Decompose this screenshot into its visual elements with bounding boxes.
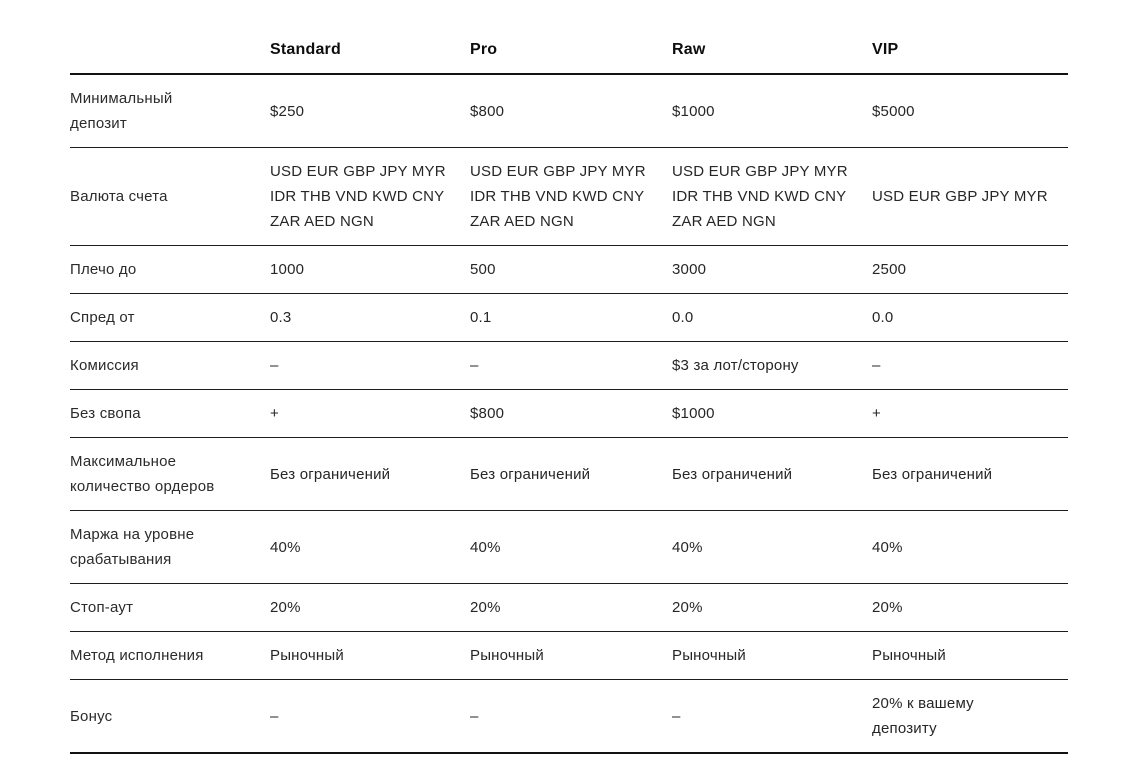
column-header-pro: Pro — [470, 41, 498, 58]
table-row-swap-free: Без свопа + $800 $1000 + — [70, 390, 1068, 438]
cell-max-orders-vip: Без ограничений — [872, 465, 993, 483]
column-header-standard: Standard — [270, 41, 341, 58]
cell-minimum-deposit-pro: $800 — [470, 102, 505, 120]
account-types-table: Standard Pro Raw VIP Минимальный депозит… — [70, 40, 1068, 754]
table-row-bonus: Бонус – – – 20% к вашему депозиту — [70, 680, 1068, 754]
cell-leverage-standard: 1000 — [270, 261, 305, 278]
row-label-max-orders: Максимальное количество ордеров — [70, 453, 215, 495]
cell-leverage-vip: 2500 — [872, 261, 907, 278]
cell-execution-method-standard: Рыночный — [270, 647, 344, 664]
cell-commission-raw: $3 за лот/сторону — [672, 357, 799, 374]
row-label-leverage: Плечо до — [70, 261, 137, 278]
cell-swap-free-standard: + — [270, 405, 279, 422]
cell-stop-out-raw: 20% — [672, 599, 703, 616]
table-row-minimum-deposit: Минимальный депозит $250 $800 $1000 $500… — [70, 75, 1068, 148]
row-label-swap-free: Без свопа — [70, 405, 141, 422]
row-label-spread: Спред от — [70, 309, 135, 326]
cell-max-orders-raw: Без ограничений — [672, 465, 793, 483]
column-header-vip: VIP — [872, 41, 899, 58]
cell-execution-method-raw: Рыночный — [672, 647, 746, 664]
cell-stop-out-pro: 20% — [470, 599, 501, 616]
table-header-row: Standard Pro Raw VIP — [70, 40, 1068, 75]
cell-execution-method-vip: Рыночный — [872, 647, 946, 664]
cell-margin-call-level-standard: 40% — [270, 538, 301, 556]
cell-swap-free-vip: + — [872, 405, 881, 422]
table-row-account-currency: Валюта счета USD EUR GBP JPY MYR IDR THB… — [70, 148, 1068, 246]
corner-cell — [70, 60, 270, 73]
cell-account-currency-pro: USD EUR GBP JPY MYR IDR THB VND KWD CNY … — [470, 163, 646, 230]
cell-commission-pro: – — [470, 357, 479, 374]
cell-swap-free-pro: $800 — [470, 405, 505, 422]
cell-margin-call-level-vip: 40% — [872, 538, 903, 556]
cell-spread-pro: 0.1 — [470, 309, 492, 326]
table-row-commission: Комиссия – – $3 за лот/сторону – — [70, 342, 1068, 390]
row-label-commission: Комиссия — [70, 357, 139, 374]
cell-spread-standard: 0.3 — [270, 309, 292, 326]
cell-minimum-deposit-vip: $5000 — [872, 102, 915, 120]
cell-leverage-raw: 3000 — [672, 261, 707, 278]
cell-account-currency-standard: USD EUR GBP JPY MYR IDR THB VND KWD CNY … — [270, 163, 446, 230]
cell-margin-call-level-pro: 40% — [470, 538, 501, 556]
row-label-margin-call-level: Маржа на уровне срабатывания — [70, 526, 195, 568]
table-row-max-orders: Максимальное количество ордеров Без огра… — [70, 438, 1068, 511]
cell-account-currency-raw: USD EUR GBP JPY MYR IDR THB VND KWD CNY … — [672, 163, 848, 230]
cell-commission-vip: – — [872, 357, 881, 374]
table-row-spread: Спред от 0.3 0.1 0.0 0.0 — [70, 294, 1068, 342]
column-header-raw: Raw — [672, 41, 706, 58]
cell-minimum-deposit-standard: $250 — [270, 102, 305, 120]
table-row-margin-call-level: Маржа на уровне срабатывания 40% 40% 40%… — [70, 511, 1068, 584]
cell-minimum-deposit-raw: $1000 — [672, 102, 715, 120]
cell-leverage-pro: 500 — [470, 261, 496, 278]
cell-spread-vip: 0.0 — [872, 309, 894, 326]
table-row-execution-method: Метод исполнения Рыночный Рыночный Рыноч… — [70, 632, 1068, 680]
cell-bonus-raw: – — [672, 707, 681, 725]
cell-bonus-vip: 20% к вашему депозиту — [872, 695, 974, 737]
row-label-execution-method: Метод исполнения — [70, 647, 204, 664]
row-label-minimum-deposit: Минимальный депозит — [70, 90, 173, 132]
cell-bonus-pro: – — [470, 707, 479, 725]
row-label-bonus: Бонус — [70, 707, 113, 725]
table-row-stop-out: Стоп-аут 20% 20% 20% 20% — [70, 584, 1068, 632]
cell-max-orders-pro: Без ограничений — [470, 465, 591, 483]
cell-account-currency-vip: USD EUR GBP JPY MYR — [872, 188, 1048, 205]
row-label-account-currency: Валюта счета — [70, 188, 168, 205]
cell-execution-method-pro: Рыночный — [470, 647, 544, 664]
cell-swap-free-raw: $1000 — [672, 405, 715, 422]
cell-margin-call-level-raw: 40% — [672, 538, 703, 556]
cell-max-orders-standard: Без ограничений — [270, 465, 391, 483]
cell-commission-standard: – — [270, 357, 279, 374]
table-row-leverage: Плечо до 1000 500 3000 2500 — [70, 246, 1068, 294]
cell-spread-raw: 0.0 — [672, 309, 694, 326]
cell-bonus-standard: – — [270, 707, 279, 725]
cell-stop-out-standard: 20% — [270, 599, 301, 616]
cell-stop-out-vip: 20% — [872, 599, 903, 616]
row-label-stop-out: Стоп-аут — [70, 599, 134, 616]
